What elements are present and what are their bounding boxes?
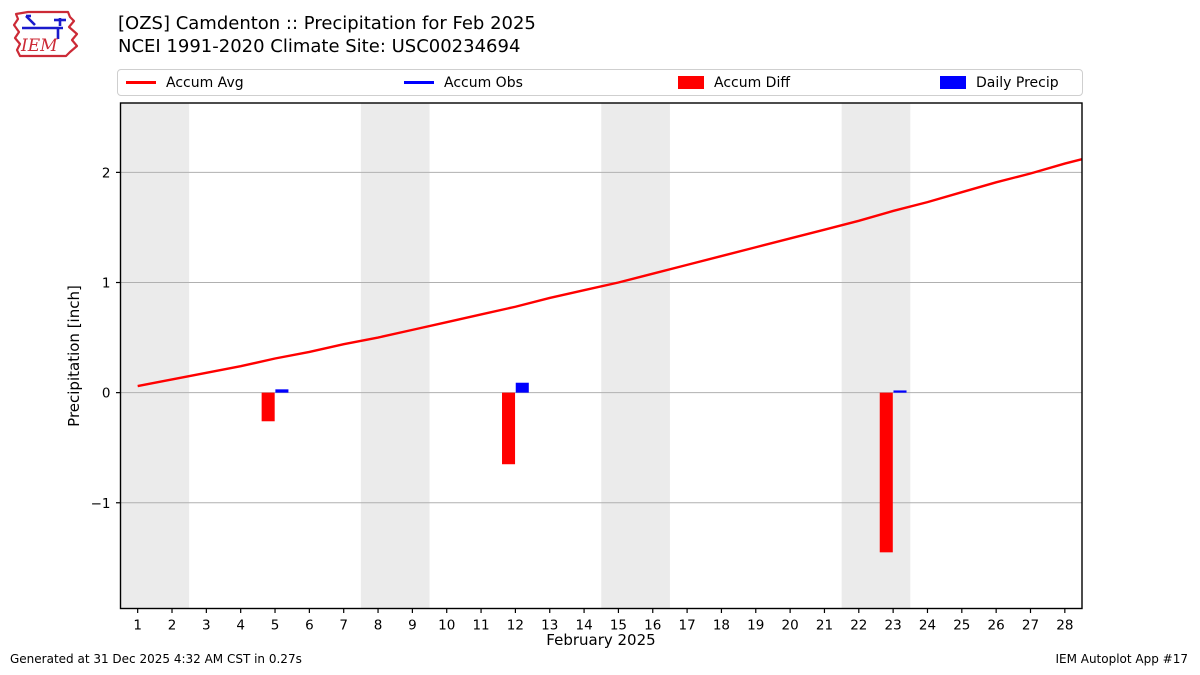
- bar: [515, 382, 529, 393]
- x-tick-label: 11: [472, 618, 489, 634]
- legend-label-accum-avg: Accum Avg: [166, 74, 244, 91]
- x-tick-label: 5: [271, 618, 280, 634]
- bar: [502, 392, 516, 465]
- weather-instrument-icon: [22, 14, 66, 39]
- x-tick-label: 1: [133, 618, 142, 634]
- x-tick-label: 6: [305, 618, 314, 634]
- x-tick-label: 16: [644, 618, 661, 634]
- legend-label-accum-obs: Accum Obs: [444, 74, 523, 91]
- bar: [261, 392, 275, 422]
- x-tick-label: 4: [236, 618, 245, 634]
- y-axis-label: Precipitation [inch]: [65, 285, 83, 427]
- daily-precip-bar-swatch: [940, 76, 966, 89]
- bar: [879, 392, 893, 553]
- accum-obs-line-swatch: [404, 81, 434, 84]
- y-tick-label: 1: [102, 276, 111, 292]
- chart-legend: Accum Avg Accum Obs Accum Diff Daily Pre…: [117, 69, 1083, 96]
- legend-label-accum-diff: Accum Diff: [714, 74, 791, 91]
- y-tick-label: −1: [91, 496, 111, 512]
- chart-header: [OZS] Camdenton :: Precipitation for Feb…: [118, 12, 536, 58]
- iem-logo-text: IEM: [20, 36, 58, 56]
- x-tick-label: 17: [679, 618, 696, 634]
- x-tick-label: 26: [988, 618, 1005, 634]
- accum-avg-line-swatch: [126, 81, 156, 84]
- weekend-bands: [120, 103, 911, 609]
- x-axis-label: February 2025: [546, 631, 656, 649]
- x-axis-ticks: 1 2 3 4 5 6 7 8 9 10 11 12 13 14 15 16 17 18 19 20 21 22 23 24 2…: [133, 608, 1073, 634]
- x-tick-label: 21: [816, 618, 833, 634]
- x-tick-label: 24: [919, 618, 936, 634]
- x-tick-label: 3: [202, 618, 211, 634]
- accum-diff-bar-swatch: [678, 76, 704, 89]
- y-axis-ticks: −1 0 1 2: [91, 165, 121, 512]
- x-tick-label: 18: [713, 618, 730, 634]
- generated-timestamp: Generated at 31 Dec 2025 4:32 AM CST in …: [10, 652, 302, 666]
- x-tick-label: 14: [575, 618, 592, 634]
- x-tick-label: 8: [374, 618, 383, 634]
- x-tick-label: 13: [541, 618, 558, 634]
- legend-item-accum-diff: Accum Diff: [678, 70, 790, 95]
- x-tick-label: 2: [168, 618, 177, 634]
- legend-item-accum-avg: Accum Avg: [126, 70, 244, 95]
- y-tick-label: 0: [102, 386, 111, 402]
- iem-logo: IEM: [12, 10, 79, 58]
- x-tick-label: 23: [885, 618, 902, 634]
- chart-title: [OZS] Camdenton :: Precipitation for Feb…: [118, 13, 536, 34]
- x-tick-label: 20: [782, 618, 799, 634]
- x-tick-label: 19: [747, 618, 764, 634]
- x-tick-label: 7: [339, 618, 348, 634]
- bar: [893, 390, 907, 393]
- legend-label-daily-precip: Daily Precip: [976, 74, 1059, 91]
- bar: [275, 389, 289, 393]
- x-tick-label: 9: [408, 618, 417, 634]
- autoplot-app-credit: IEM Autoplot App #17: [1055, 652, 1188, 666]
- x-tick-label: 15: [610, 618, 627, 634]
- x-tick-label: 28: [1056, 618, 1073, 634]
- plot-border: [119, 102, 1083, 610]
- x-tick-label: 25: [953, 618, 970, 634]
- x-tick-label: 22: [850, 618, 867, 634]
- y-tick-label: 2: [102, 165, 111, 181]
- legend-item-accum-obs: Accum Obs: [404, 70, 523, 95]
- chart-subtitle: NCEI 1991-2020 Climate Site: USC00234694: [118, 36, 521, 57]
- daily-precip-bars: [275, 382, 907, 393]
- accum-avg-line: [137, 158, 1083, 388]
- legend-item-daily-precip: Daily Precip: [940, 70, 1059, 95]
- accum-diff-bars: [261, 392, 893, 553]
- x-tick-label: 27: [1022, 618, 1039, 634]
- gridlines: [120, 171, 1082, 504]
- x-tick-label: 12: [507, 618, 524, 634]
- x-tick-label: 10: [438, 618, 455, 634]
